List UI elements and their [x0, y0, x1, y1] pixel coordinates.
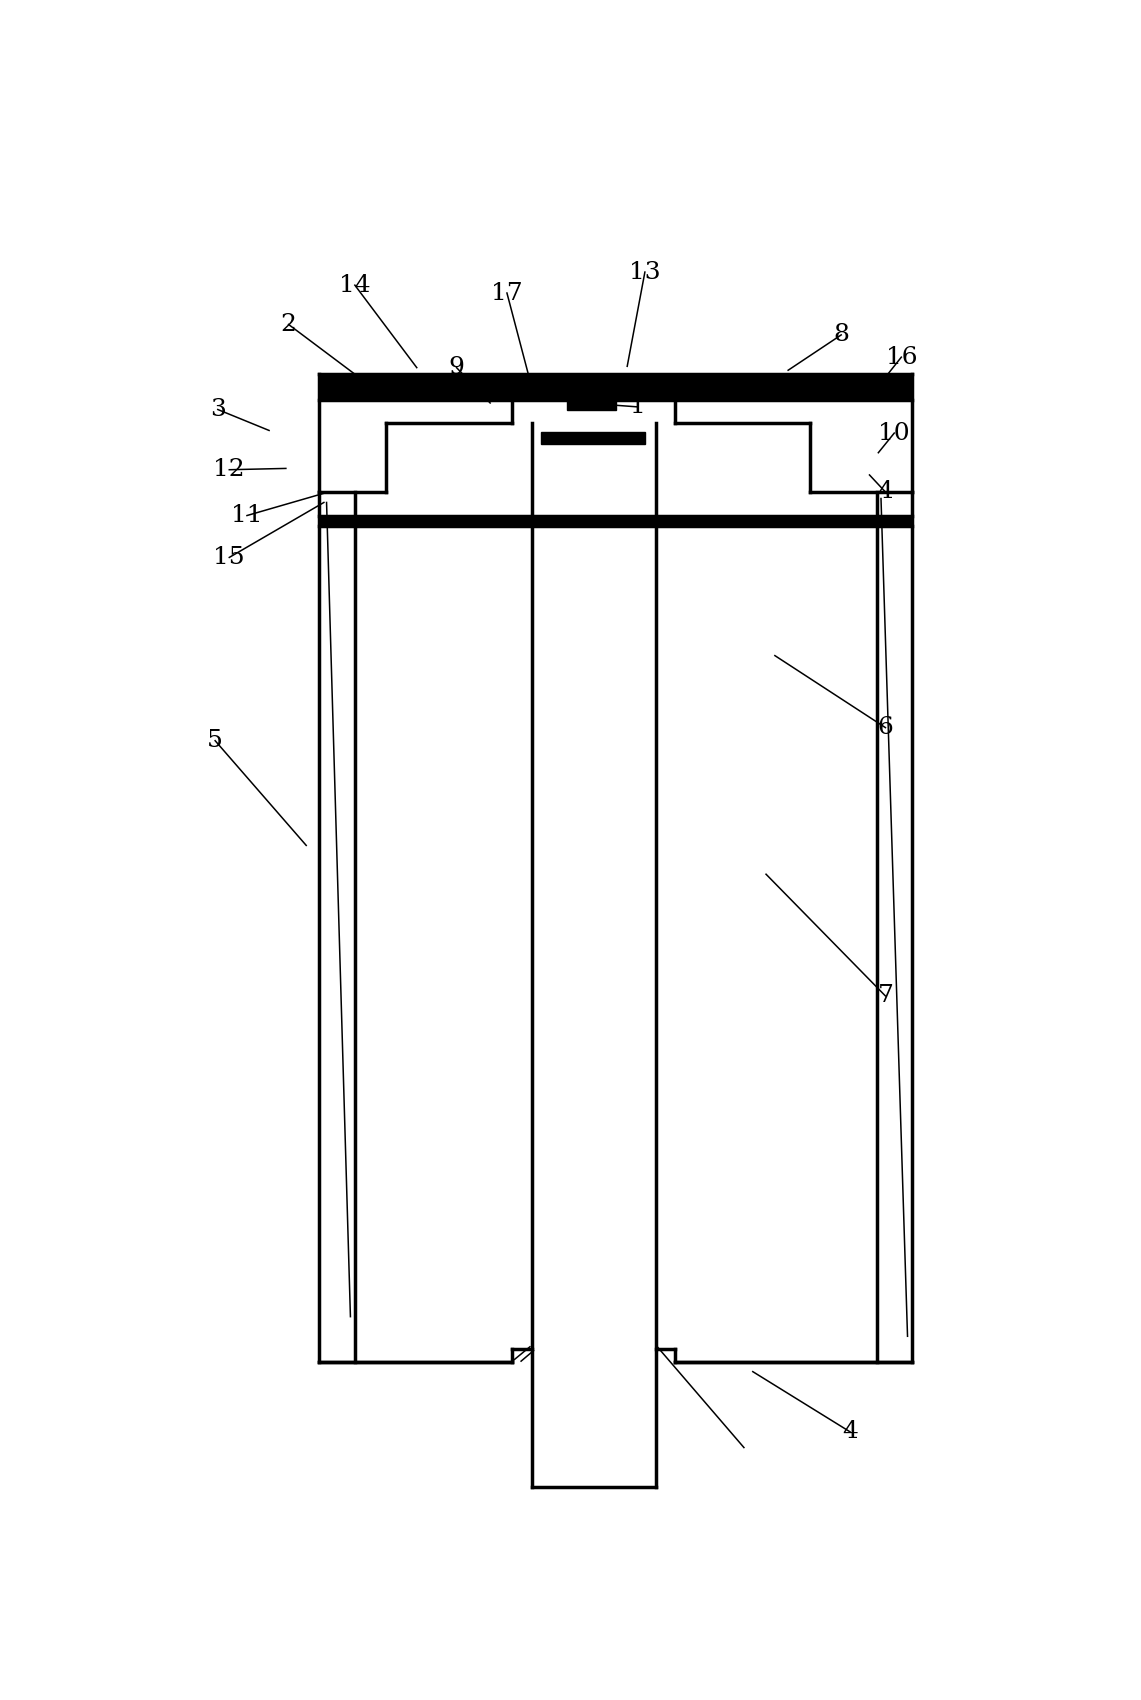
- Text: 15: 15: [213, 546, 245, 570]
- Text: 16: 16: [885, 345, 917, 369]
- Text: 4: 4: [842, 1420, 858, 1443]
- Text: 2: 2: [281, 313, 297, 337]
- Text: 5: 5: [208, 729, 224, 751]
- Text: 1: 1: [630, 396, 646, 418]
- Text: 4: 4: [877, 481, 893, 503]
- Text: 6: 6: [877, 716, 893, 740]
- Polygon shape: [319, 515, 912, 525]
- Text: 10: 10: [879, 422, 911, 445]
- Text: 11: 11: [232, 503, 262, 527]
- Text: 8: 8: [833, 323, 849, 347]
- Text: 3: 3: [210, 398, 226, 422]
- Polygon shape: [319, 374, 912, 401]
- Text: 17: 17: [491, 282, 523, 304]
- Text: 13: 13: [629, 260, 661, 284]
- Text: 9: 9: [448, 355, 464, 379]
- Polygon shape: [567, 400, 616, 410]
- Text: 7: 7: [877, 984, 893, 1008]
- Text: 14: 14: [339, 274, 371, 297]
- Polygon shape: [541, 432, 645, 444]
- Text: 12: 12: [213, 459, 245, 481]
